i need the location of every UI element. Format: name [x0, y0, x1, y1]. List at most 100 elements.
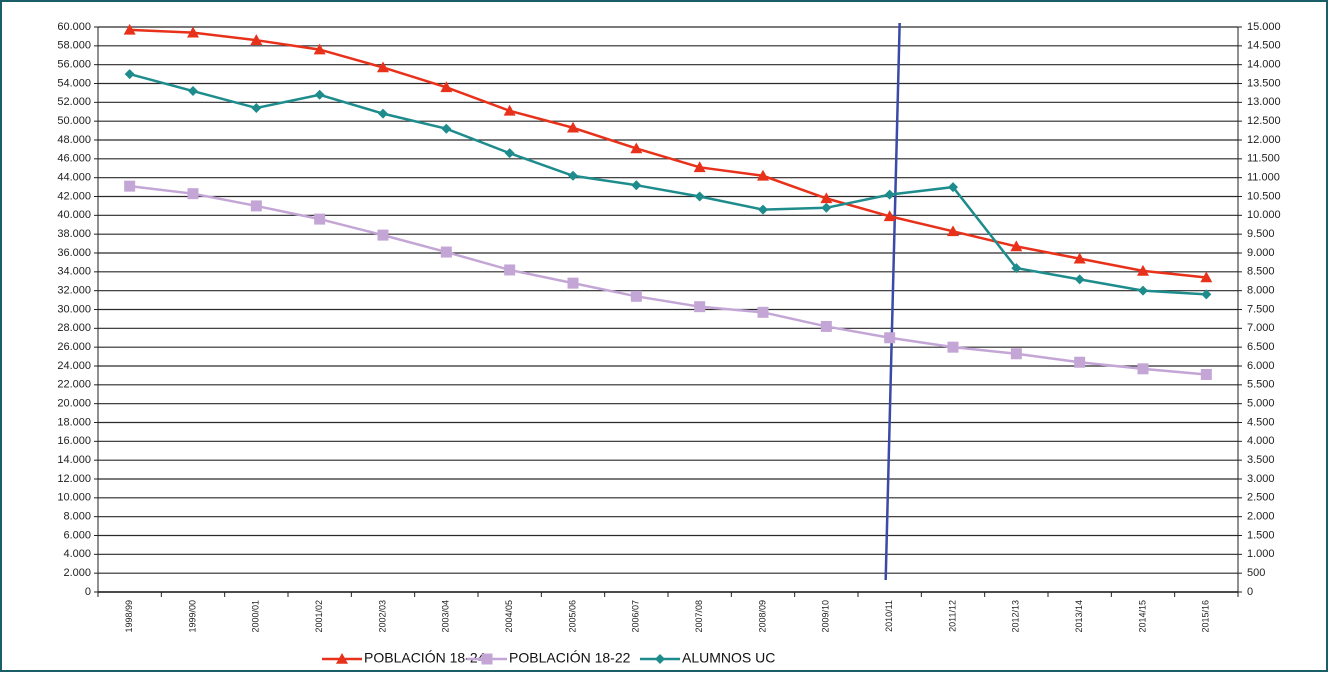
legend-label: POBLACIÓN 18-24 — [364, 650, 486, 666]
data-point — [948, 182, 958, 193]
data-point — [1137, 264, 1149, 276]
y2-tick-label: 1.500 — [1247, 529, 1275, 541]
data-point — [884, 189, 895, 200]
y-tick-label: 26.000 — [57, 341, 91, 353]
y2-tick-label: 2.000 — [1247, 511, 1275, 523]
data-point — [1201, 289, 1212, 300]
data-point — [250, 200, 262, 212]
y-tick-label: 32.000 — [57, 285, 91, 297]
x-tick-label: 2011/12 — [947, 600, 957, 632]
data-point — [1011, 263, 1022, 274]
series-line — [129, 72, 1207, 296]
data-point — [820, 192, 833, 204]
data-point — [1138, 285, 1148, 296]
x-tick-label: 2006/07 — [631, 600, 641, 633]
y-tick-label: 54.000 — [57, 77, 91, 89]
data-point — [124, 180, 136, 192]
y2-tick-label: 4.000 — [1247, 435, 1275, 447]
data-point — [1074, 274, 1085, 285]
y2-tick-label: 10.500 — [1247, 190, 1281, 202]
data-point — [188, 86, 198, 97]
x-tick-label: 2001/02 — [314, 600, 324, 633]
y-tick-label: 34.000 — [57, 266, 91, 278]
y2-tick-label: 9.000 — [1247, 247, 1275, 259]
data-point — [251, 102, 262, 113]
data-point — [314, 89, 325, 100]
data-point — [504, 148, 515, 159]
y-tick-label: 2.000 — [63, 567, 91, 579]
y2-tick-label: 3.000 — [1247, 473, 1275, 485]
reference-line — [884, 22, 901, 581]
data-point — [630, 142, 643, 154]
y2-tick-label: 3.500 — [1247, 454, 1275, 466]
data-point — [503, 104, 516, 116]
y2-tick-label: 1.000 — [1247, 548, 1275, 560]
x-tick-label: 2012/13 — [1011, 600, 1021, 633]
y-tick-label: 42.000 — [57, 190, 91, 202]
data-point — [758, 204, 768, 215]
data-point — [757, 306, 769, 318]
y2-tick-label: 14.500 — [1247, 40, 1281, 52]
y-tick-label: 18.000 — [57, 416, 91, 428]
data-point — [1074, 356, 1086, 368]
data-point — [567, 277, 579, 289]
data-point — [820, 320, 832, 332]
y-tick-label: 46.000 — [57, 153, 91, 165]
y2-tick-label: 6.500 — [1247, 341, 1275, 353]
y2-tick-label: 2.500 — [1247, 492, 1275, 504]
y2-tick-label: 8.500 — [1247, 266, 1275, 278]
y2-tick-label: 10.000 — [1247, 209, 1281, 221]
y2-tick-label: 13.000 — [1247, 96, 1281, 108]
y-tick-label: 56.000 — [57, 59, 91, 71]
data-point — [124, 69, 135, 80]
series-line — [129, 28, 1207, 279]
y-tick-label: 50.000 — [57, 115, 91, 127]
x-tick-label: 2014/15 — [1137, 600, 1147, 633]
x-tick-label: 2007/08 — [694, 600, 704, 633]
y2-tick-label: 13.500 — [1247, 77, 1281, 89]
data-point — [821, 202, 832, 213]
y-tick-label: 44.000 — [57, 172, 91, 184]
y2-tick-label: 5.000 — [1247, 398, 1275, 410]
legend-marker — [655, 654, 665, 664]
y-tick-label: 12.000 — [57, 473, 91, 485]
y-tick-label: 58.000 — [57, 40, 91, 52]
y2-tick-label: 6.000 — [1247, 360, 1275, 372]
data-point — [630, 290, 642, 302]
data-point — [1200, 368, 1212, 380]
data-point — [693, 161, 706, 173]
series-line — [129, 184, 1207, 376]
y2-tick-label: 500 — [1247, 567, 1265, 579]
y-tick-label: 40.000 — [57, 209, 91, 221]
x-tick-label: 2010/11 — [884, 600, 894, 632]
data-point — [947, 225, 959, 237]
data-point — [757, 169, 769, 181]
y-tick-label: 10.000 — [57, 492, 91, 504]
y-tick-label: 4.000 — [63, 548, 91, 560]
y-tick-label: 38.000 — [57, 228, 91, 240]
y2-tick-label: 4.500 — [1247, 416, 1275, 428]
y2-tick-label: 7.500 — [1247, 303, 1275, 315]
data-point — [313, 43, 326, 55]
x-tick-label: 2003/04 — [441, 600, 451, 633]
data-point — [187, 188, 199, 200]
y-tick-label: 30.000 — [57, 303, 91, 315]
legend-marker — [481, 653, 493, 665]
data-point — [567, 121, 579, 133]
x-tick-label: 2002/03 — [377, 600, 387, 633]
data-point — [631, 180, 642, 191]
data-point — [440, 246, 452, 258]
data-point — [377, 61, 389, 73]
data-point — [441, 123, 452, 134]
y2-tick-label: 5.500 — [1247, 379, 1275, 391]
y-tick-label: 6.000 — [63, 529, 91, 541]
y-tick-label: 22.000 — [57, 379, 91, 391]
y-tick-label: 52.000 — [57, 96, 91, 108]
x-tick-label: 2005/06 — [567, 600, 577, 633]
data-point — [1010, 348, 1022, 360]
y2-tick-label: 8.000 — [1247, 285, 1275, 297]
data-point — [1010, 240, 1023, 252]
y-tick-label: 8.000 — [63, 511, 91, 523]
